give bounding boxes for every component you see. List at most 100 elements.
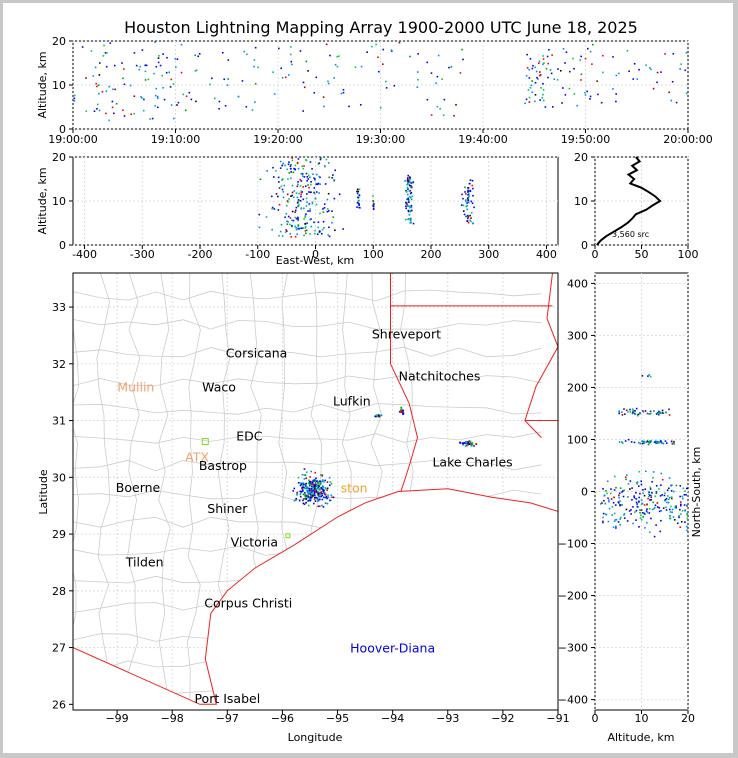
source-point (379, 414, 381, 417)
source-point (327, 234, 329, 236)
source-point (294, 216, 297, 219)
source-point (314, 486, 317, 489)
source-point (309, 176, 311, 179)
source-point (610, 488, 612, 490)
mississippi-river (524, 273, 558, 438)
source-point (673, 490, 675, 493)
source-point (295, 217, 298, 220)
source-point (291, 191, 294, 194)
source-point (304, 494, 306, 497)
time-altitude-ylabel: Altitude, km (36, 51, 49, 118)
plan-view-map-panel: Shreveport Corsicana Natchitoches Mullin Wac… (37, 272, 570, 744)
source-point (304, 232, 307, 235)
source-point (628, 510, 631, 512)
source-point (321, 480, 324, 482)
source-point (469, 214, 471, 217)
source-point (462, 58, 464, 61)
source-point (464, 199, 467, 201)
source-point (305, 205, 308, 207)
source-point (639, 442, 642, 445)
source-point (631, 408, 634, 410)
source-point (305, 213, 307, 215)
source-point (289, 165, 292, 167)
source-point (122, 109, 124, 112)
x-tick-label: −98 (161, 712, 184, 725)
map-label: Lake Charles (432, 455, 512, 470)
source-point (660, 510, 662, 512)
altitude-north-south-panel: 0 10 20 −400 −300 −200 −100 0 100 200 300 400 North… (558, 272, 703, 744)
source-point (287, 74, 290, 76)
source-point (572, 57, 574, 60)
source-point (277, 195, 279, 198)
county-boundary (73, 459, 542, 472)
source-point (290, 177, 292, 179)
source-point (356, 192, 359, 195)
source-point (658, 506, 661, 509)
source-point (670, 505, 672, 508)
map-xlabel: Longitude (288, 731, 343, 744)
source-point (184, 109, 187, 112)
source-point (354, 66, 357, 69)
source-point (632, 411, 634, 414)
source-point (310, 225, 313, 228)
source-point (534, 100, 536, 103)
source-point (615, 93, 617, 95)
source-point (327, 82, 330, 85)
source-point (254, 101, 256, 103)
source-point (316, 498, 318, 500)
source-point (617, 521, 620, 523)
source-point (309, 493, 312, 496)
source-point (291, 63, 293, 66)
source-point (442, 114, 445, 117)
source-point (679, 68, 681, 70)
source-point (319, 183, 321, 186)
source-point (288, 198, 290, 200)
source-point (322, 489, 324, 492)
source-point (435, 82, 437, 84)
map-label: Victoria (231, 535, 278, 550)
source-point (561, 102, 563, 104)
source-point (542, 89, 545, 91)
source-point (101, 91, 104, 93)
source-point (621, 414, 624, 416)
source-point (356, 190, 358, 193)
source-point (625, 474, 628, 476)
source-point (97, 84, 100, 86)
source-point (467, 199, 470, 201)
source-point (653, 535, 656, 538)
source-point (358, 194, 361, 196)
source-point (314, 494, 316, 496)
source-point (259, 178, 262, 181)
source-point (307, 495, 310, 498)
source-point (286, 168, 288, 171)
county-boundary (73, 319, 542, 330)
source-point (462, 210, 465, 212)
source-point (467, 200, 469, 202)
source-point (298, 481, 301, 484)
source-point (417, 53, 419, 55)
source-point (623, 514, 625, 516)
source-point (405, 203, 408, 206)
source-point (322, 496, 325, 499)
source-point (313, 232, 316, 235)
source-point (291, 210, 294, 213)
source-point (680, 63, 682, 65)
source-point (659, 495, 662, 497)
source-point (409, 186, 412, 188)
source-point (676, 522, 679, 525)
source-point (471, 442, 474, 444)
source-point (665, 411, 667, 414)
source-point (601, 501, 603, 504)
source-point (317, 505, 320, 508)
source-point (105, 65, 108, 68)
source-point (323, 491, 326, 493)
source-point (562, 47, 565, 50)
source-point (316, 183, 319, 185)
source-point (650, 517, 652, 520)
source-point (289, 53, 292, 56)
source-point (334, 169, 337, 172)
source-point (279, 167, 282, 169)
source-point (151, 117, 154, 120)
source-point (357, 200, 360, 202)
source-point (303, 207, 305, 210)
